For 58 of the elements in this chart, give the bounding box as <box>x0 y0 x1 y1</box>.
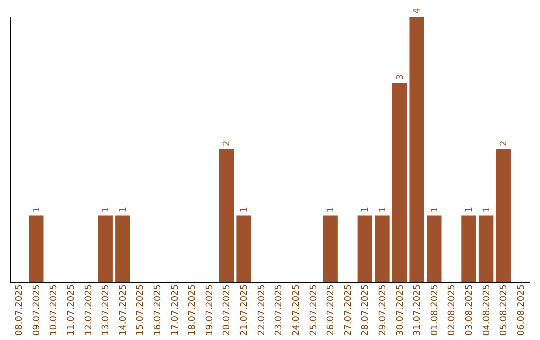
x-tick-label: 02.08.2025 <box>448 284 458 336</box>
bar <box>116 216 130 282</box>
x-tick-label: 06.08.2025 <box>516 284 527 336</box>
bar <box>98 216 113 282</box>
x-tick-label: 18.07.2025 <box>188 284 198 336</box>
x-tick-label: 29.07.2025 <box>378 284 388 336</box>
bar <box>29 216 44 282</box>
x-tick-label: 04.08.2025 <box>482 284 492 336</box>
x-tick-label: 31.07.2025 <box>413 284 424 336</box>
data-label: 1 <box>102 207 112 213</box>
data-label: 2 <box>222 140 233 146</box>
x-tick-label: 30.07.2025 <box>396 284 406 336</box>
x-tick-label: 13.07.2025 <box>102 284 112 336</box>
data-label: 4 <box>413 8 424 14</box>
x-tick-label: 11.07.2025 <box>67 284 77 336</box>
bar <box>427 216 442 282</box>
bar <box>375 216 390 282</box>
bar <box>410 17 424 282</box>
x-tick-label: 26.07.2025 <box>326 284 337 336</box>
x-tick-label: 15.07.2025 <box>136 284 146 336</box>
bar <box>358 216 373 282</box>
data-label: 1 <box>465 207 475 213</box>
x-tick-label: 20.07.2025 <box>222 284 233 336</box>
x-tick-label: 23.07.2025 <box>274 284 285 336</box>
bar <box>392 83 408 282</box>
x-tick-label: 21.07.2025 <box>240 284 250 336</box>
bar <box>219 150 234 282</box>
data-label: 1 <box>430 207 440 213</box>
x-tick-label: 03.08.2025 <box>465 284 475 336</box>
data-label: 1 <box>326 207 337 213</box>
data-label: 1 <box>118 207 129 213</box>
x-tick-label: 27.07.2025 <box>344 284 354 336</box>
x-tick-label: 17.07.2025 <box>170 284 181 336</box>
data-label: 1 <box>378 207 388 213</box>
x-tick-label: 19.07.2025 <box>205 284 216 336</box>
bar <box>496 150 511 282</box>
x-tick-label: 16.07.2025 <box>154 284 164 336</box>
x-tick-label: 24.07.2025 <box>292 284 302 336</box>
x-tick-label: 22.07.2025 <box>257 284 268 336</box>
x-tick-label: 09.07.2025 <box>32 284 42 336</box>
data-label: 1 <box>482 207 492 213</box>
data-label: 1 <box>32 207 42 213</box>
x-tick-label: 12.07.2025 <box>84 284 94 336</box>
bar <box>462 216 476 282</box>
x-tick-label: 14.07.2025 <box>118 284 129 336</box>
x-tick-label: 25.07.2025 <box>309 284 320 336</box>
bar <box>478 216 494 282</box>
x-tick-label: 08.07.2025 <box>15 284 26 336</box>
data-label: 1 <box>361 207 372 213</box>
x-tick-label: 10.07.2025 <box>50 284 60 336</box>
bar <box>323 216 338 282</box>
x-tick-label: 01.08.2025 <box>430 284 440 336</box>
data-label: 2 <box>500 140 510 146</box>
data-label: 3 <box>396 74 406 80</box>
bar <box>236 216 252 282</box>
x-tick-label: 28.07.2025 <box>361 284 372 336</box>
x-tick-label: 05.08.2025 <box>500 284 510 336</box>
data-label: 1 <box>240 207 250 213</box>
